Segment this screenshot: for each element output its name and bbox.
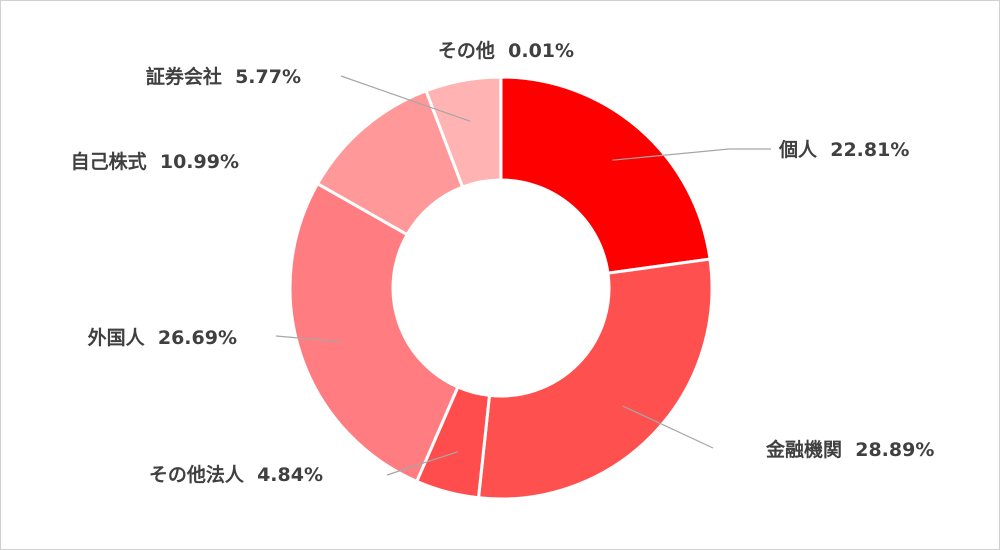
leader-line-2 [622, 405, 714, 449]
data-label-3: その他法人 4.84% [149, 463, 323, 486]
data-label-5: 自己株式 10.99% [71, 150, 239, 173]
leader-line-6 [340, 75, 471, 122]
leader-line-3 [386, 451, 458, 476]
slice-2 [476, 257, 714, 501]
leader-line-1 [612, 148, 771, 161]
slices-group [288, 75, 714, 501]
slice-1 [499, 75, 712, 275]
slice-4 [288, 181, 460, 484]
leader-lines-group [275, 75, 771, 476]
leader-line-4 [275, 335, 341, 343]
data-label-1: 個人 22.81% [778, 139, 909, 161]
data-label-4: 外国人 26.69% [88, 326, 237, 349]
data-label-6: 証券会社 5.77% [146, 65, 301, 88]
labels-group: 個人 22.81% 金融機関 28.89% その他法人 4.84% 外国人 26.69… [71, 39, 935, 486]
data-label-7: その他 0.01% [438, 39, 574, 62]
data-label-2: 金融機関 28.89% [765, 438, 934, 461]
